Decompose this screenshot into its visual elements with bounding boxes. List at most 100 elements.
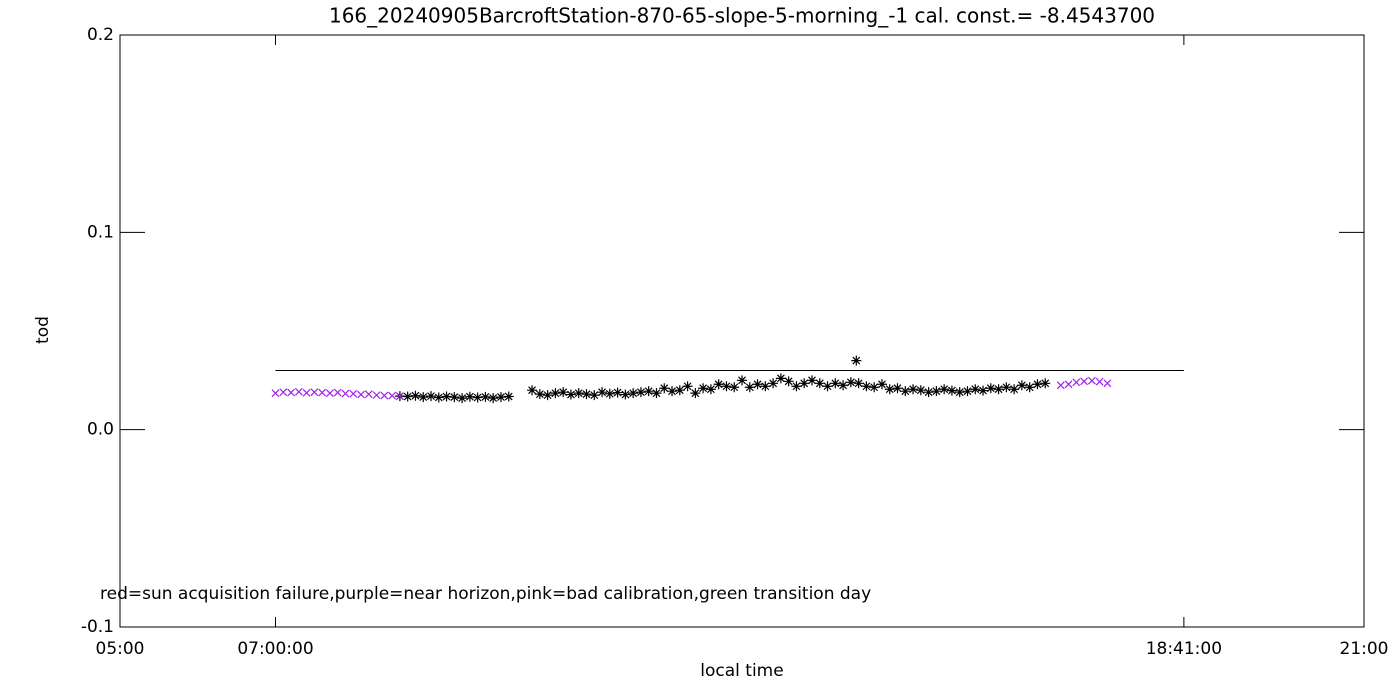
data-point [527,385,538,396]
y-tick-label: 0.0 [87,420,114,440]
data-point [364,390,373,399]
data-point [985,383,996,394]
data-point [775,373,786,384]
data-point [651,388,662,399]
x-axis-label: local time [700,661,783,681]
data-point [326,389,334,398]
data-point [1032,379,1043,390]
data-point [931,386,942,397]
data-point [853,378,864,389]
data-point [604,388,615,399]
data-point [318,388,327,397]
data-point [814,378,825,389]
data-point [573,388,584,399]
data-point [674,385,685,396]
data-point [495,392,506,403]
y-tick-label: 0.2 [87,25,114,45]
data-point [542,390,553,401]
data-point [1001,382,1012,393]
data-point [869,382,880,393]
y-axis-label: tod [33,316,53,344]
data-point [744,382,755,393]
data-point [1024,382,1035,393]
data-point [939,384,950,395]
data-point [581,389,592,400]
data-point [1016,380,1027,391]
data-point [838,380,849,391]
data-point [970,384,981,395]
data-point [1095,377,1104,386]
data-point [333,388,342,397]
data-point [635,387,646,398]
data-point [410,390,421,401]
data-point [341,389,350,398]
data-point [480,391,491,402]
data-point [457,393,468,404]
data-point [558,387,569,398]
data-point [628,388,639,399]
data-point [550,388,561,399]
data-point [294,387,303,396]
data-point [1080,377,1089,386]
data-point [768,378,779,389]
data-point [752,379,763,390]
data-point [279,388,288,397]
data-point [643,386,654,397]
data-point [822,381,833,392]
data-point [729,382,740,393]
data-point [1087,376,1096,385]
data-point [472,392,483,403]
y-tick-label: 0.1 [87,222,114,242]
data-point [659,383,670,394]
data-point [876,379,887,390]
data-point [1009,384,1020,395]
data-point [845,377,856,388]
data-point [310,388,319,397]
data-point [721,381,732,392]
data-point [620,389,631,400]
data-point [534,389,545,400]
data-point [946,385,957,396]
data-point [488,393,499,404]
data-point [1103,379,1112,388]
x-tick-label: 05:00 [96,639,145,659]
data-point [449,392,460,403]
data-point [372,391,381,400]
plot-frame [119,34,1365,628]
data-point [418,392,429,403]
data-point [830,378,841,389]
data-point [682,381,693,392]
data-point [402,391,413,402]
data-point [954,387,965,398]
data-point [287,388,295,397]
data-point [690,388,701,399]
data-point [908,384,919,395]
data-point [395,392,404,401]
x-tick-label: 18:41:00 [1146,639,1222,659]
data-point [915,385,926,396]
data-point [806,375,817,386]
data-point [589,390,600,401]
data-point [962,386,973,397]
data-point [388,391,397,400]
data-point [612,387,623,398]
data-point [503,391,514,402]
x-tick-label: 07:00:00 [237,639,313,659]
data-point [271,389,280,398]
data-point [799,378,810,389]
data-point [433,392,444,403]
data-point [1064,380,1073,389]
data-point [302,388,311,397]
data-point [597,387,608,398]
data-point [861,381,872,392]
data-point [565,389,576,400]
data-point [357,390,365,399]
data-point [993,384,1004,395]
data-point [698,383,709,394]
data-point [884,384,895,395]
data-point [791,381,802,392]
data-point [760,381,771,392]
data-point [713,379,724,390]
data-point [1040,378,1051,389]
